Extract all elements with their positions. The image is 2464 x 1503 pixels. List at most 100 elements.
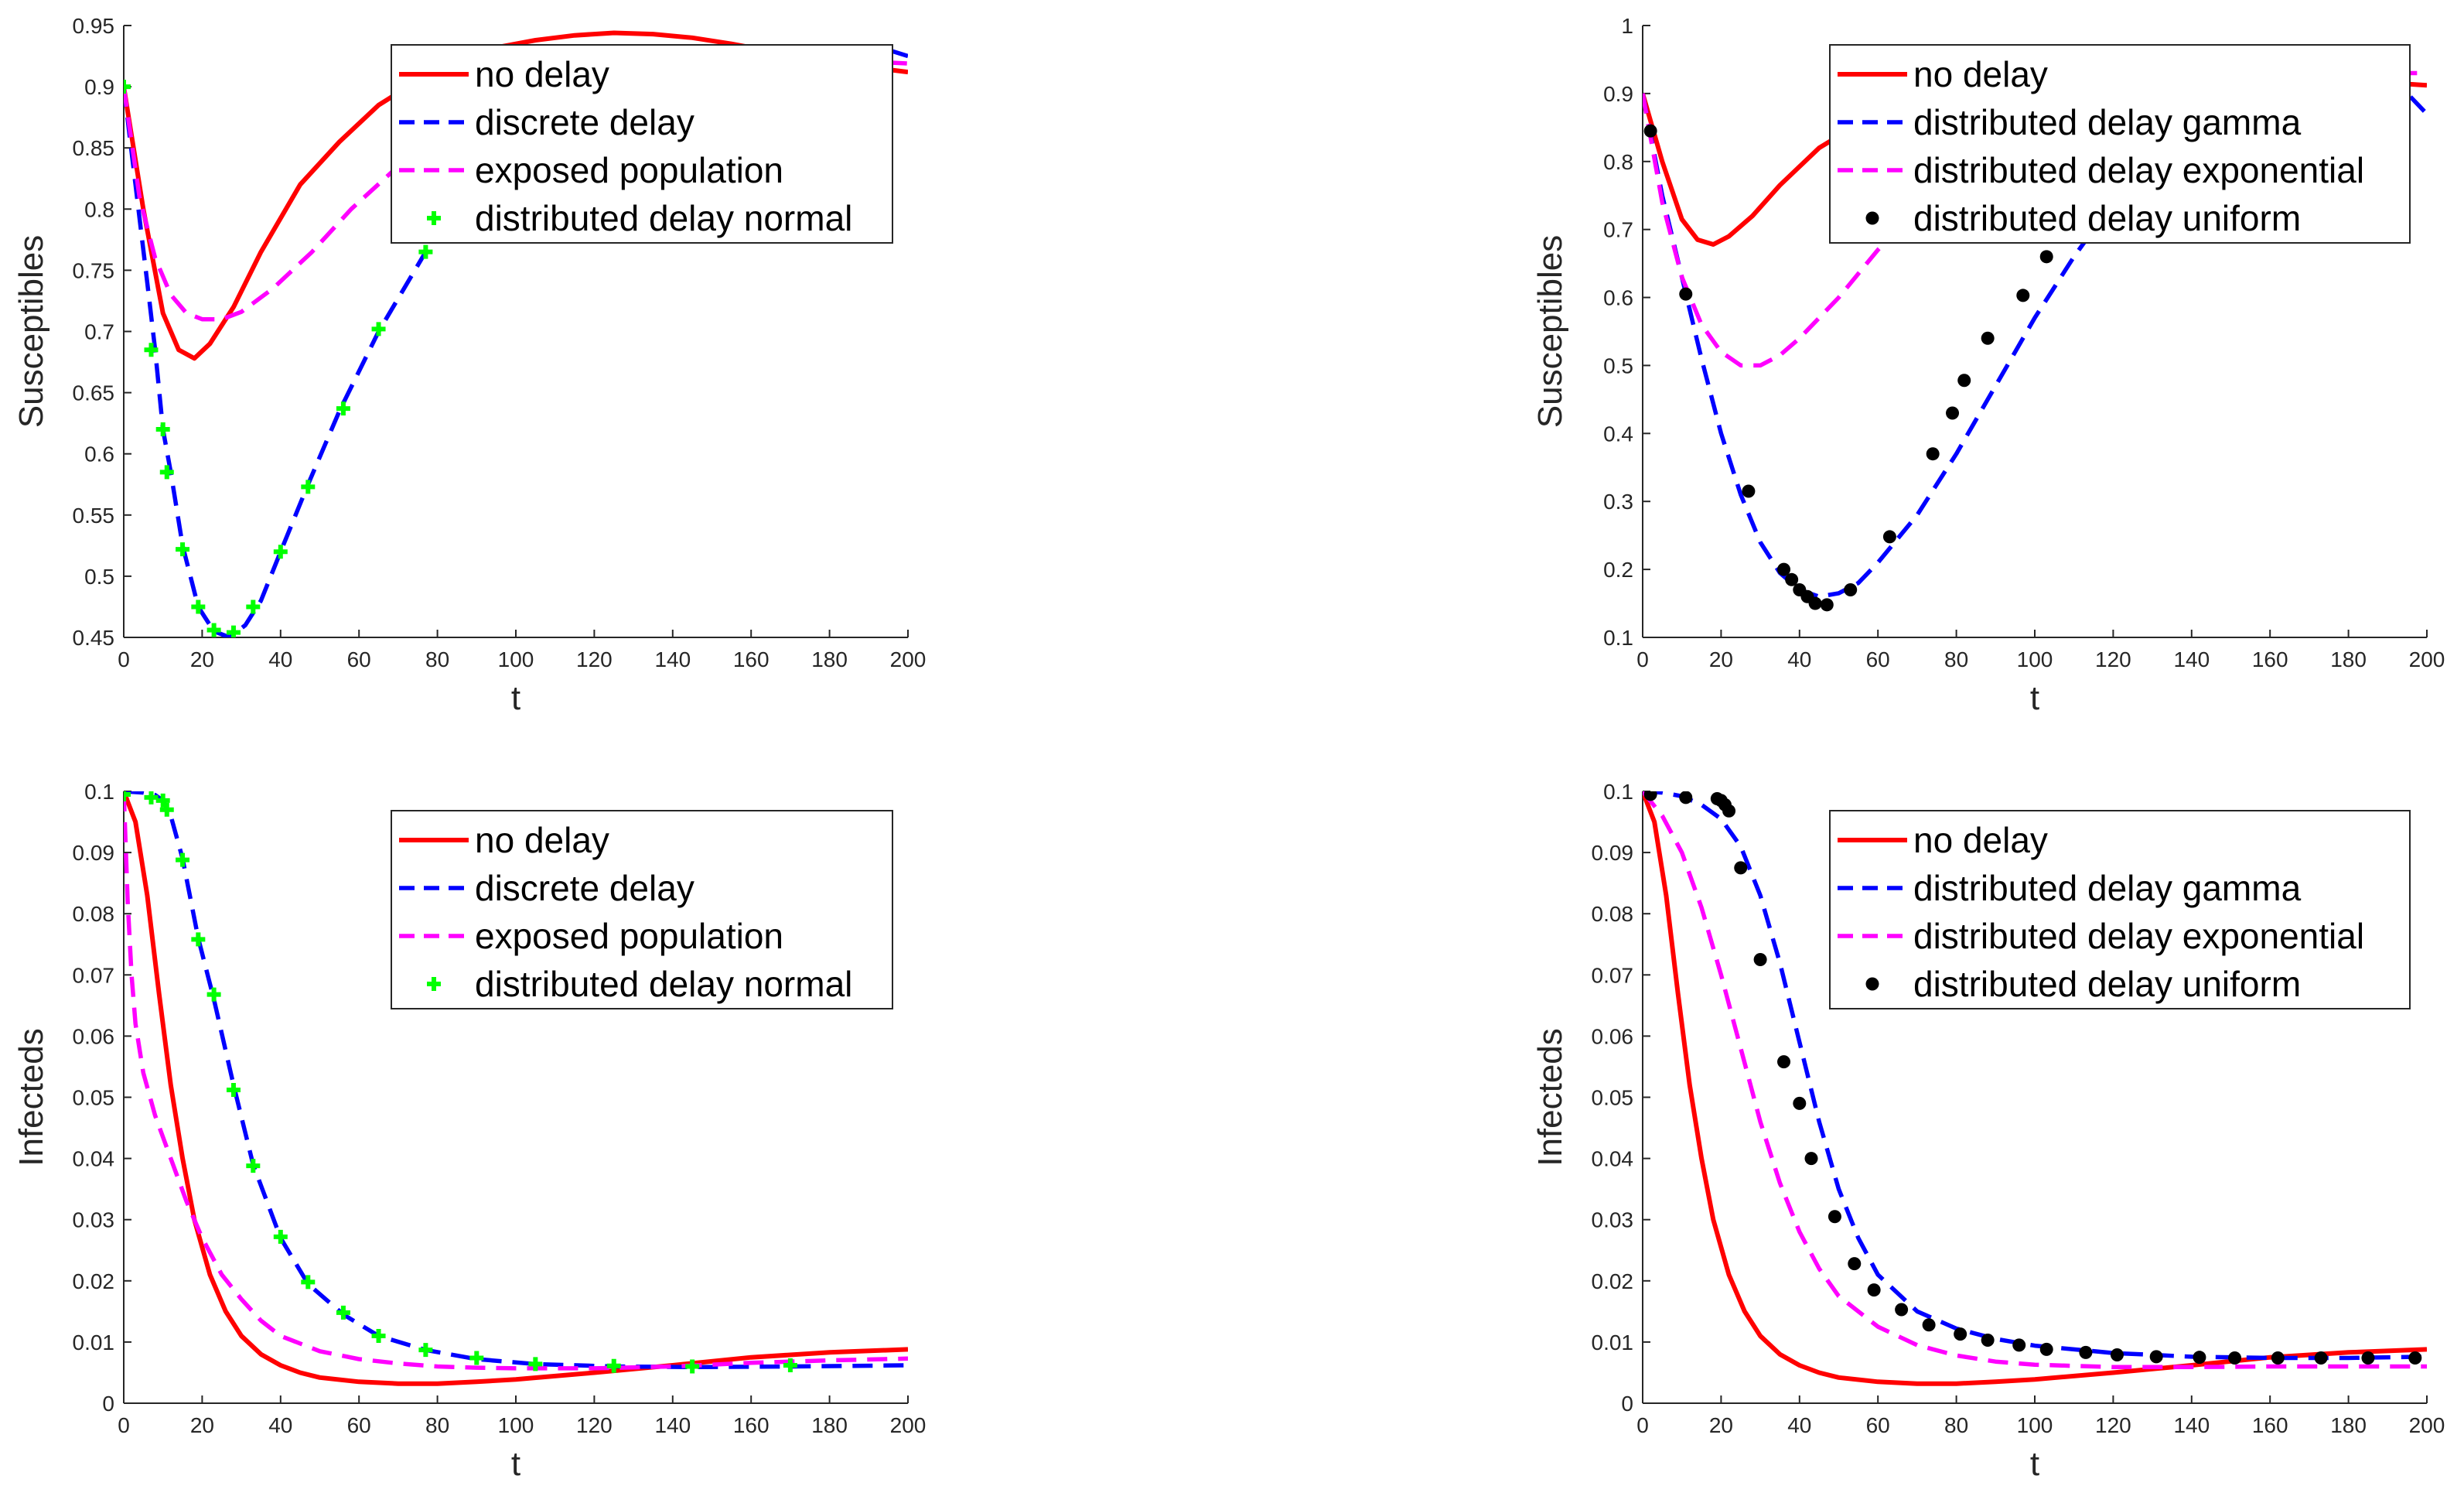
y-tick-label: 0.06 <box>73 1024 115 1048</box>
x-tick-label: 180 <box>2330 1413 2367 1437</box>
data-point-plus <box>301 1275 316 1290</box>
x-tick-label: 180 <box>2330 647 2367 671</box>
data-point-dot <box>1867 1283 1881 1297</box>
x-tick-label: 200 <box>890 647 927 671</box>
y-tick-label: 0.1 <box>84 780 114 804</box>
data-point-plus <box>124 80 131 94</box>
data-point-dot <box>1643 124 1657 138</box>
legend-label: distributed delay uniform <box>1913 964 2301 1004</box>
data-point-plus <box>336 1305 350 1320</box>
data-point-plus <box>783 1358 797 1372</box>
data-point-dot <box>1777 1055 1791 1069</box>
legend-label: distributed delay uniform <box>1913 198 2301 238</box>
data-point-plus <box>418 1343 433 1358</box>
legend-box <box>391 44 893 244</box>
legend-box <box>1829 810 2411 1009</box>
legend: no delay distributed delay gamma distribut… <box>1829 810 2411 1009</box>
data-point-dot <box>1679 791 1693 804</box>
y-tick-label: 0 <box>1621 1392 1633 1416</box>
y-tick-label: 0 <box>102 1392 114 1416</box>
x-tick-label: 160 <box>733 647 770 671</box>
y-axis-label: Infecteds <box>12 1028 50 1167</box>
x-tick-label: 0 <box>1636 647 1649 671</box>
legend-label: distributed delay gamma <box>1913 868 2302 908</box>
legend-label: distributed delay exponential <box>1913 916 2364 956</box>
data-point-dot <box>1981 1334 1995 1348</box>
x-tick-label: 160 <box>2252 1413 2288 1437</box>
x-tick-label: 140 <box>654 647 691 671</box>
y-tick-label: 0.95 <box>73 14 115 38</box>
y-tick-label: 0.7 <box>84 320 114 344</box>
x-tick-label: 160 <box>733 1413 770 1437</box>
data-point-dot <box>1734 861 1748 875</box>
legend: no delay distributed delay gamma distribut… <box>1829 44 2411 244</box>
x-tick-label: 80 <box>425 647 449 671</box>
y-tick-label: 0.85 <box>73 136 115 160</box>
data-point-plus <box>469 1351 484 1365</box>
y-axis-label: Susceptibles <box>1531 235 1569 428</box>
data-point-plus <box>226 625 241 637</box>
x-tick-label: 200 <box>2409 647 2445 671</box>
x-tick-label: 100 <box>498 1413 534 1437</box>
data-point-dot <box>1785 572 1799 586</box>
plot-area <box>1643 791 2427 1386</box>
data-point-plus <box>159 802 174 817</box>
data-point-dot <box>2228 1351 2242 1365</box>
legend-box <box>391 810 893 1009</box>
data-point-dot <box>2314 1351 2328 1365</box>
legend-marker <box>427 211 441 225</box>
y-tick-label: 0.8 <box>1603 150 1633 174</box>
x-tick-label: 20 <box>1709 1413 1733 1437</box>
y-tick-label: 0.5 <box>1603 354 1633 377</box>
legend-label: distributed delay gamma <box>1913 102 2302 142</box>
data-point-plus <box>159 465 174 480</box>
series-line-1 <box>1643 70 2427 599</box>
legend-box <box>1829 44 2411 244</box>
legend-label: distributed delay exponential <box>1913 150 2364 190</box>
data-point-plus <box>336 401 350 416</box>
y-tick-label: 0.05 <box>1592 1086 1634 1110</box>
data-point-plus <box>176 852 190 867</box>
y-tick-label: 0.03 <box>73 1208 115 1232</box>
series-line-0 <box>1643 791 2427 1386</box>
x-tick-label: 160 <box>2252 647 2288 671</box>
x-tick-label: 120 <box>2095 647 2131 671</box>
data-point-dot <box>2012 1338 2026 1352</box>
data-point-dot <box>1954 1327 1967 1341</box>
data-point-plus <box>606 1358 621 1373</box>
y-tick-label: 1 <box>1621 14 1633 38</box>
data-point-plus <box>685 1359 700 1374</box>
data-point-dot <box>1922 1318 1936 1332</box>
data-point-plus <box>273 1229 288 1244</box>
data-point-plus <box>371 322 386 336</box>
data-point-plus <box>144 791 159 804</box>
data-point-dot <box>1679 287 1693 301</box>
legend: no delay discrete delay exposed population… <box>391 44 893 244</box>
x-tick-label: 40 <box>268 1413 292 1437</box>
y-tick-label: 0.45 <box>73 626 115 650</box>
x-axis-label: t <box>2030 679 2039 717</box>
data-point-dot <box>2361 1351 2375 1365</box>
data-point-plus <box>528 1357 543 1371</box>
x-axis-label: t <box>2030 1445 2039 1483</box>
x-tick-label: 140 <box>654 1413 691 1437</box>
legend-label: distributed delay normal <box>475 964 852 1004</box>
x-tick-label: 40 <box>1787 1413 1811 1437</box>
data-point-dot <box>2110 1348 2124 1362</box>
x-tick-label: 120 <box>576 647 613 671</box>
y-tick-label: 0.4 <box>1603 422 1633 446</box>
legend: no delay discrete delay exposed population… <box>391 810 893 1009</box>
legend-label: no delay <box>475 820 609 860</box>
data-point-plus <box>191 599 206 614</box>
y-axis-label: Susceptibles <box>12 235 50 428</box>
data-point-dot <box>1946 406 1960 420</box>
x-axis-label: t <box>511 1445 520 1483</box>
x-tick-label: 40 <box>268 647 292 671</box>
y-tick-label: 0.06 <box>1592 1024 1634 1048</box>
y-tick-label: 0.2 <box>1603 558 1633 582</box>
y-axis-label: Infecteds <box>1531 1028 1569 1167</box>
series-line-0 <box>124 791 908 1386</box>
x-tick-label: 0 <box>118 1413 130 1437</box>
x-tick-label: 140 <box>2173 1413 2210 1437</box>
